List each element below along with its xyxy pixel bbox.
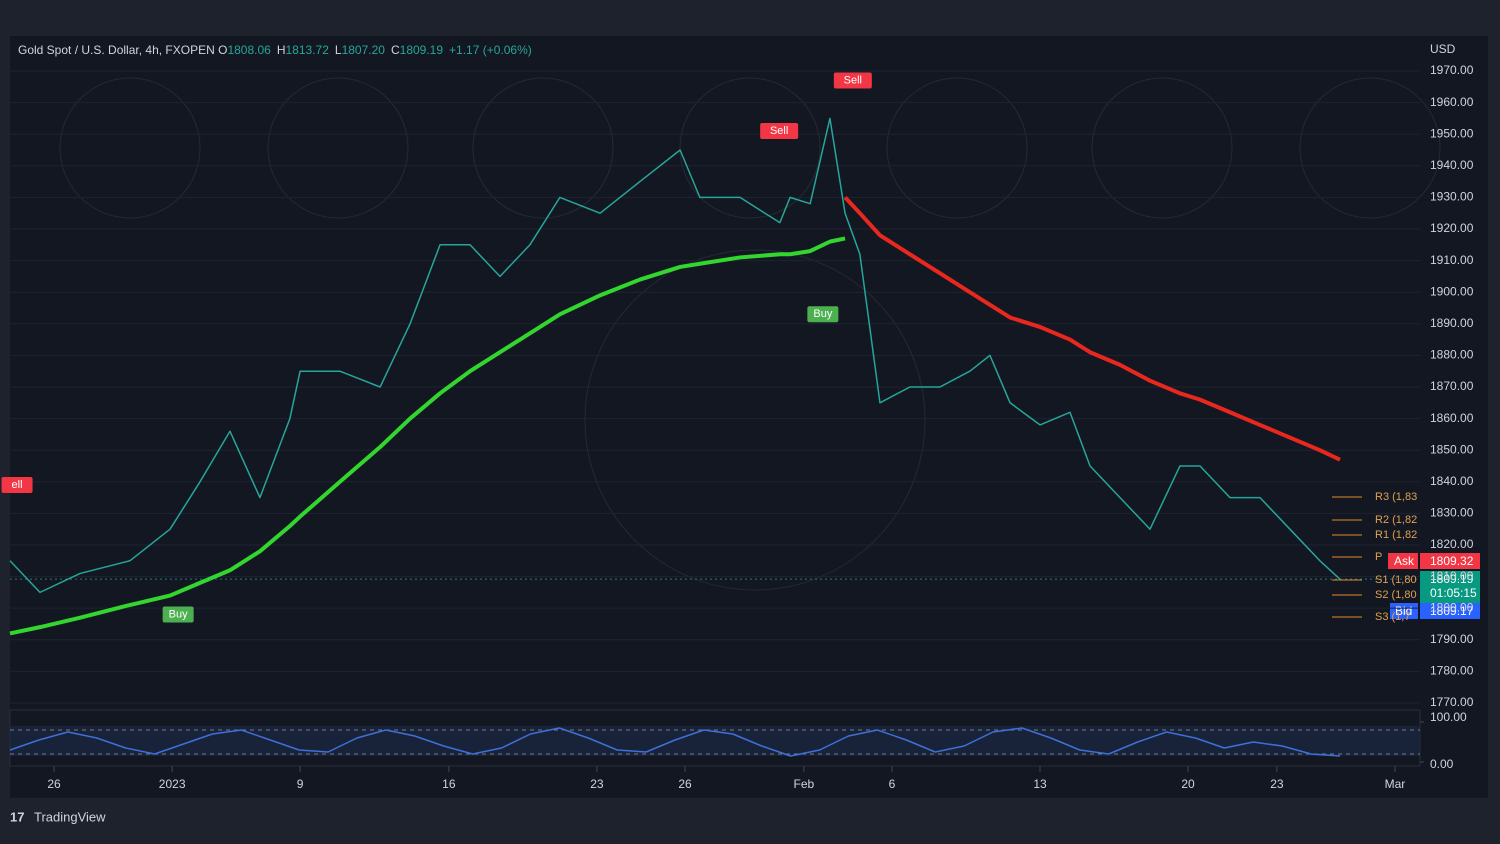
ohlc-label: H [276,43,286,57]
y-tick-label: 1920.00 [1430,221,1474,235]
pivot-label: R2 (1,82 [1375,514,1417,526]
x-tick-label: 20 [1181,777,1195,791]
currency: USD [1430,42,1456,56]
plot-bg [10,36,1488,798]
y-tick-label: 1930.00 [1430,190,1474,204]
symbol: Gold Spot / U.S. Dollar, 4h, FXOPEN [18,43,215,57]
ohlc-label: C [390,43,400,57]
brand: TradingView [34,809,106,824]
pivot-label: R3 (1,83 [1375,491,1417,503]
signal-box [162,606,194,623]
x-tick-label: 26 [678,777,692,791]
y-tick-label: 1940.00 [1430,158,1474,172]
ohlc-value: 1813.72 [285,43,329,57]
signal-label: Sell [770,125,788,137]
y-tick-label: 1960.00 [1430,95,1474,109]
y-tick-label: 1900.00 [1430,284,1474,298]
x-tick-label: Feb [793,777,814,791]
signal-box [833,72,872,89]
y-tick-label: 1830.00 [1430,506,1474,520]
ohlc-value: 1808.06 [227,43,271,57]
series-line [9,236,846,636]
x-tick-label: 26 [47,777,61,791]
pivot-label: S3 (1,7 [1375,611,1410,623]
y-tick-label: 1970.00 [1430,63,1474,77]
signal-label: Buy [813,308,832,320]
x-tick-label: 6 [889,777,896,791]
signal-label: ell [12,479,23,491]
y-tick-label: 1860.00 [1430,411,1474,425]
pivot-label: R1 (1,82 [1375,529,1417,541]
y-tick-label: 1820.00 [1430,537,1474,551]
x-tick-label: 9 [297,777,304,791]
ask-label: Ask [1394,554,1415,568]
x-tick-label: 16 [442,777,456,791]
series-line [9,117,1341,594]
signal-box [1,476,33,493]
signal-box [807,306,839,323]
change: +1.17 (+0.06%) [449,43,532,57]
y-tick-label: 1880.00 [1430,348,1474,362]
bid-label: Bid [1395,604,1412,618]
ohlc-label: L [334,43,342,57]
ask: 1809.32 [1430,554,1474,568]
last-box [1420,571,1480,603]
y-tick-label: 1810.00 [1430,569,1474,583]
osc-tick-label: 0.00 [1430,757,1454,771]
ohlc-label: O [218,43,228,57]
y-tick-label: 1790.00 [1430,632,1474,646]
countdown: 01:05:15 [1430,586,1477,600]
brand-logo: 17 [10,809,24,824]
pivot-label: S1 (1,80 [1375,574,1417,586]
price-tags: Ask 1809.32 1809.19 01:05:15 Bid 1809.17 [1388,553,1480,619]
bid-box [1420,603,1480,619]
y-tick-label: 1890.00 [1430,316,1474,330]
ask-tag [1388,553,1418,569]
header: Gold Spot / U.S. Dollar, 4h, FXOPEN O180… [18,43,538,57]
signal-label: Buy [169,608,188,620]
x-tick-label: 13 [1033,777,1047,791]
y-tick-label: 1780.00 [1430,664,1474,678]
signal-label: Sell [844,74,862,86]
y-tick-label: 1870.00 [1430,379,1474,393]
osc-tick-label: 100.00 [1430,710,1467,724]
y-tick-label: 1850.00 [1430,442,1474,456]
series-line [9,727,1341,757]
ohlc-value: 1809.19 [399,43,444,57]
y-tick-label: 1770.00 [1430,695,1474,709]
y-tick-label: 1910.00 [1430,253,1474,267]
ask-box [1420,553,1480,569]
x-tick-label: 23 [590,777,604,791]
pivot-label: P [1375,551,1382,563]
bid: 1809.17 [1430,604,1474,618]
watermark [59,77,1441,591]
x-tick-label: 23 [1270,777,1284,791]
last-price: 1809.19 [1430,572,1474,586]
x-tick-label: Mar [1385,777,1406,791]
pivot-label: S2 (1,80 [1375,589,1417,601]
x-tick-label: 2023 [159,777,186,791]
series-line [843,196,1341,462]
signal-box [760,123,799,140]
y-tick-label: 1840.00 [1430,474,1474,488]
y-tick-label: 1800.00 [1430,600,1474,614]
bid-tag [1390,603,1418,619]
ohlc-value: 1807.20 [341,43,385,57]
y-tick-label: 1950.00 [1430,126,1474,140]
